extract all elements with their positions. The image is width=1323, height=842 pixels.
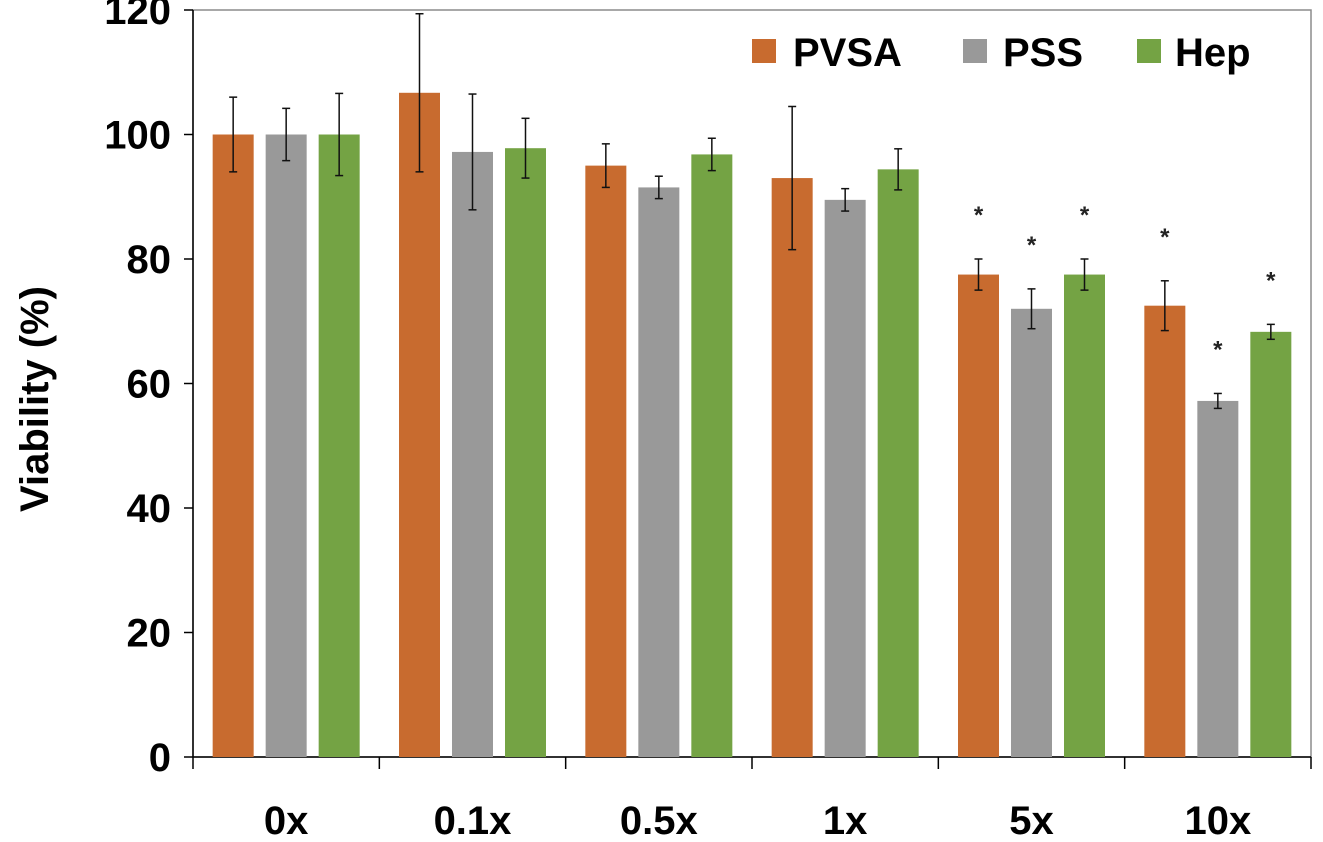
- legend-swatch: [963, 39, 987, 63]
- x-tick-label: 1x: [823, 799, 868, 842]
- significance-mark: *: [974, 202, 984, 229]
- bar[interactable]: [824, 199, 866, 758]
- y-axis-title-group: Viability (%): [13, 286, 57, 512]
- bar[interactable]: [1250, 331, 1292, 757]
- legend-swatch: [752, 39, 776, 63]
- legend-item-pss: PSS: [963, 31, 1083, 75]
- bars: ******: [212, 12, 1292, 758]
- x-axis: 0x 0.1x 0.5x 1x 5x 10x: [192, 756, 1312, 842]
- bar[interactable]: [771, 178, 813, 757]
- x-tick-label: 0x: [264, 799, 309, 842]
- y-tick-label: 100: [104, 114, 171, 158]
- y-tick-label: 120: [104, 0, 171, 33]
- legend-swatch: [1137, 39, 1161, 63]
- legend-item-pvsa: PVSA: [752, 31, 902, 75]
- bar[interactable]: [399, 92, 440, 758]
- significance-mark: *: [1160, 224, 1170, 251]
- y-tick-label: 40: [127, 487, 172, 531]
- y-tick-label: 0: [149, 736, 171, 780]
- x-tick-label: 0.5x: [620, 799, 698, 842]
- legend-item-hep: Hep: [1137, 31, 1251, 75]
- significance-mark: *: [1266, 267, 1276, 294]
- bar[interactable]: [1064, 274, 1105, 757]
- x-tick-label: 10x: [1184, 799, 1251, 842]
- significance-mark: *: [1213, 336, 1223, 363]
- bar[interactable]: [505, 148, 546, 757]
- y-axis: 0 20 40 60 80 100 120: [104, 0, 194, 780]
- y-tick-label: 60: [127, 363, 172, 407]
- bar[interactable]: [638, 187, 680, 758]
- bar[interactable]: [212, 134, 254, 758]
- bar[interactable]: [958, 274, 999, 757]
- x-tick-label: 5x: [1009, 799, 1054, 842]
- legend-label: PSS: [1003, 31, 1083, 75]
- bar[interactable]: [318, 134, 360, 758]
- bar[interactable]: [1197, 400, 1239, 757]
- series-hep: **: [318, 92, 1292, 758]
- bar[interactable]: [877, 169, 919, 758]
- significance-mark: *: [1027, 232, 1037, 259]
- plot-area-frame: [192, 9, 1312, 758]
- bar[interactable]: [585, 165, 627, 757]
- y-tick-label: 20: [127, 612, 172, 656]
- bar[interactable]: [452, 151, 493, 757]
- y-axis-title: Viability (%): [13, 286, 57, 512]
- y-tick-label: 80: [127, 238, 172, 282]
- bar[interactable]: [1144, 305, 1186, 757]
- legend-label: PVSA: [793, 31, 902, 75]
- bar[interactable]: [265, 134, 307, 758]
- legend-label: Hep: [1175, 31, 1251, 75]
- significance-mark: *: [1080, 202, 1090, 229]
- bar[interactable]: [1011, 308, 1052, 757]
- series-pvsa: **: [212, 12, 1186, 758]
- legend: PVSA PSS Hep: [752, 31, 1251, 75]
- series-pss: **: [265, 93, 1239, 758]
- bar[interactable]: [691, 154, 733, 758]
- x-tick-label: 0.1x: [434, 799, 512, 842]
